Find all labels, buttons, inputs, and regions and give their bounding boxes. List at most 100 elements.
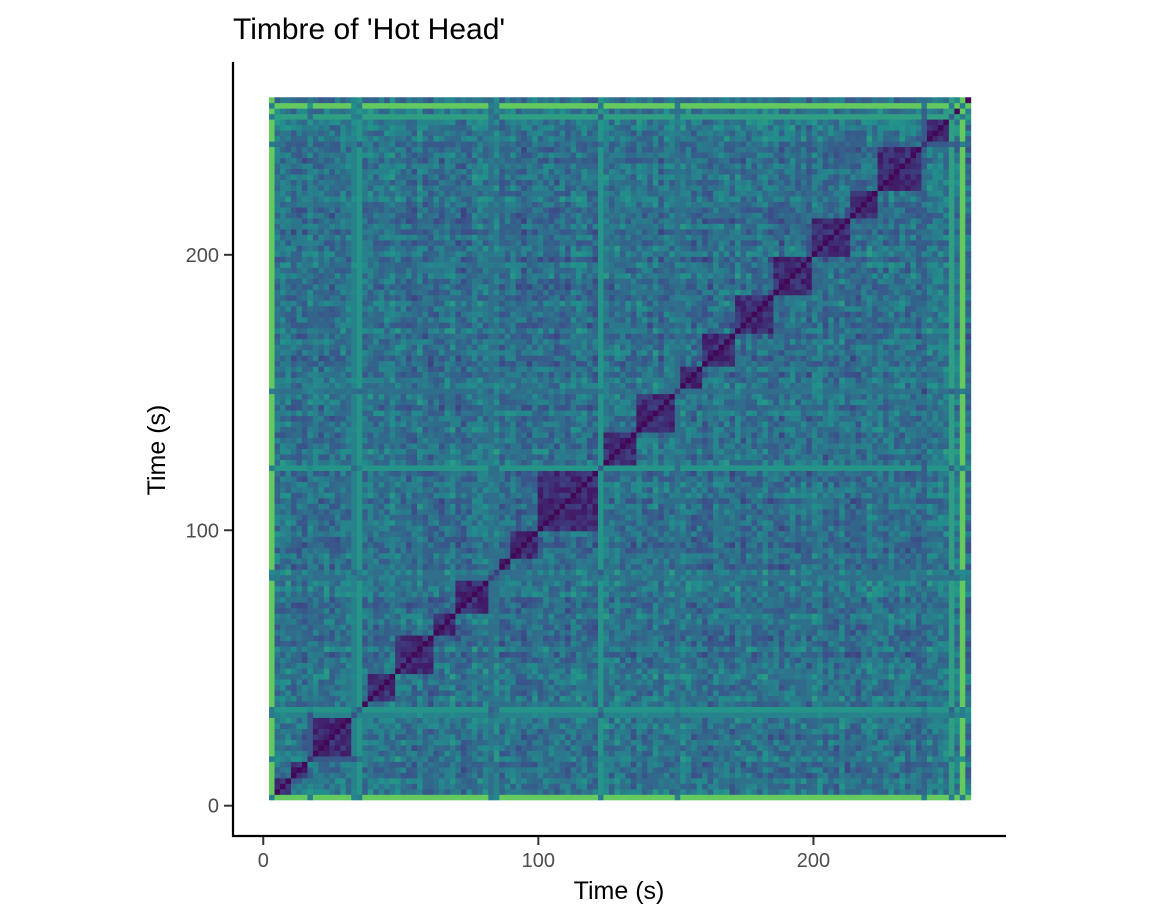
heatmap-cell xyxy=(334,388,341,395)
heatmap-cell xyxy=(301,662,308,669)
heatmap-cell xyxy=(384,508,391,515)
heatmap-cell xyxy=(455,234,462,241)
heatmap-cell xyxy=(378,201,385,208)
heatmap-cell xyxy=(269,761,275,768)
heatmap-cell xyxy=(307,399,314,406)
heatmap-cell xyxy=(449,563,456,570)
heatmap-cell xyxy=(417,300,423,307)
heatmap-cell xyxy=(384,234,391,241)
heatmap-cell xyxy=(417,508,423,515)
heatmap-cell xyxy=(471,756,478,762)
heatmap-cell xyxy=(449,190,456,197)
heatmap-cell xyxy=(433,119,440,126)
heatmap-cell xyxy=(389,783,396,790)
heatmap-cell xyxy=(301,640,308,647)
heatmap-cell xyxy=(351,552,358,559)
heatmap-cell xyxy=(406,712,412,718)
heatmap-cell xyxy=(296,794,303,801)
heatmap-cell xyxy=(290,377,297,384)
heatmap-cell xyxy=(384,585,391,592)
heatmap-cell xyxy=(373,717,380,724)
heatmap-cell xyxy=(318,355,325,362)
heatmap-cell xyxy=(422,256,429,263)
heatmap-cell xyxy=(449,344,456,351)
heatmap-cell xyxy=(345,135,352,142)
heatmap-cell xyxy=(323,602,330,609)
heatmap-cell xyxy=(285,113,292,120)
heatmap-cell xyxy=(269,646,275,653)
heatmap-cell xyxy=(471,459,478,466)
heatmap-cell xyxy=(389,437,396,444)
heatmap-cell xyxy=(384,684,391,691)
heatmap-cell xyxy=(455,701,462,707)
heatmap-cell xyxy=(280,563,286,570)
heatmap-cell xyxy=(460,174,467,180)
heatmap-cell xyxy=(378,596,385,603)
heatmap-cell xyxy=(362,487,369,493)
heatmap-cell xyxy=(296,207,303,213)
heatmap-cell xyxy=(455,157,462,164)
heatmap-cell xyxy=(340,179,347,186)
heatmap-cell xyxy=(290,701,297,707)
heatmap-cell xyxy=(367,294,374,301)
heatmap-cell xyxy=(318,174,325,180)
heatmap-cell xyxy=(356,377,363,384)
heatmap-cell xyxy=(274,250,281,257)
heatmap-cell xyxy=(477,102,484,109)
heatmap-cell xyxy=(406,256,412,263)
heatmap-cell xyxy=(312,745,319,751)
heatmap-cell xyxy=(334,492,341,499)
heatmap-cell xyxy=(411,229,418,235)
heatmap-cell xyxy=(384,437,391,444)
heatmap-cell xyxy=(351,569,358,576)
heatmap-cell xyxy=(417,344,423,351)
heatmap-cell xyxy=(477,701,484,707)
heatmap-cell xyxy=(400,454,407,460)
heatmap-cell xyxy=(296,624,303,631)
heatmap-cell xyxy=(285,168,292,175)
heatmap-cell xyxy=(301,239,308,246)
heatmap-cell xyxy=(373,794,380,801)
heatmap-cell xyxy=(345,448,352,455)
heatmap-cell xyxy=(378,338,385,345)
heatmap-cell xyxy=(329,487,336,493)
heatmap-cell xyxy=(274,108,281,115)
heatmap-cell xyxy=(351,382,358,389)
heatmap-cell xyxy=(455,569,462,576)
heatmap-cell xyxy=(351,393,358,400)
heatmap-cell xyxy=(329,701,336,707)
heatmap-cell xyxy=(406,657,412,664)
heatmap-cell xyxy=(340,536,347,543)
heatmap-cell xyxy=(362,459,369,466)
heatmap-cell xyxy=(455,130,462,137)
heatmap-cell xyxy=(274,580,281,587)
heatmap-cell xyxy=(384,410,391,417)
heatmap-cell xyxy=(417,97,423,104)
heatmap-cell xyxy=(269,349,275,356)
heatmap-cell xyxy=(406,201,412,208)
heatmap-cell xyxy=(334,338,341,345)
heatmap-cell xyxy=(285,179,292,186)
heatmap-cell xyxy=(318,558,325,565)
heatmap-cell xyxy=(411,300,418,307)
heatmap-cell xyxy=(422,294,429,301)
heatmap-cell xyxy=(367,261,374,268)
heatmap-cell xyxy=(417,448,423,455)
heatmap-cell xyxy=(373,635,380,642)
heatmap-cell xyxy=(269,563,275,570)
heatmap-cell xyxy=(411,256,418,263)
heatmap-cell xyxy=(411,596,418,603)
heatmap-cell xyxy=(477,777,484,784)
heatmap-cell xyxy=(373,415,380,422)
heatmap-cell xyxy=(460,185,467,191)
heatmap-cell xyxy=(334,739,341,746)
heatmap-cell xyxy=(362,646,369,653)
heatmap-cell xyxy=(400,360,407,367)
heatmap-cell xyxy=(444,580,451,587)
heatmap-cell xyxy=(449,750,456,757)
heatmap-cell xyxy=(340,250,347,257)
heatmap-cell xyxy=(318,124,325,131)
heatmap-cell xyxy=(323,267,330,274)
heatmap-cell xyxy=(312,563,319,570)
heatmap-cell xyxy=(334,250,341,257)
